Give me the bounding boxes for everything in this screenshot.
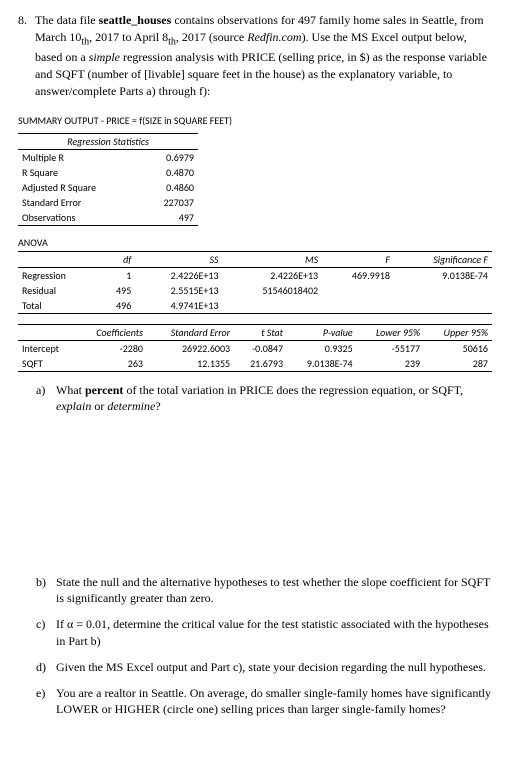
anova-table: df SS MS F Significance F Regression 1 2… xyxy=(18,251,492,314)
table-row: SQFT 263 12.1355 21.6793 9.0138E-74 239 … xyxy=(18,356,492,372)
reg-stats-header: Regression Statistics xyxy=(18,133,198,149)
table-row: Standard Error227037 xyxy=(18,195,198,210)
table-row: Residual 495 2.5515E+13 51546018402 xyxy=(18,283,492,298)
table-row: R Square0.4870 xyxy=(18,165,198,180)
anova-title: ANOVA xyxy=(18,236,492,249)
table-row: Intercept -2280 26922.6003 -0.0847 0.932… xyxy=(18,340,492,356)
table-row: Regression 1 2.4226E+13 2.4226E+13 469.9… xyxy=(18,267,492,283)
answer-space xyxy=(18,424,492,564)
dataset-name: seattle_houses xyxy=(99,13,172,27)
regression-statistics-table: Regression Statistics Multiple R0.6979 R… xyxy=(18,133,198,226)
table-row: Total 496 4.9741E+13 xyxy=(18,298,492,314)
part-d: d) Given the MS Excel output and Part c)… xyxy=(36,659,492,675)
question-number: 8. xyxy=(18,12,27,100)
part-b: b) State the null and the alternative hy… xyxy=(36,574,492,606)
part-c: c) If α = 0.01, determine the critical v… xyxy=(36,616,492,648)
question-body: The data file seattle_houses contains ob… xyxy=(35,12,492,100)
part-e: e) You are a realtor in Seattle. On aver… xyxy=(36,685,492,717)
table-row: Adjusted R Square0.4860 xyxy=(18,180,198,195)
question-text: 8. The data file seattle_houses contains… xyxy=(18,12,492,100)
summary-title: SUMMARY OUTPUT - PRICE = f(SIZE in SQUAR… xyxy=(18,114,492,127)
source-name: Redfin.com xyxy=(247,30,301,44)
part-a: a) What percent of the total variation i… xyxy=(36,382,492,414)
table-row: Multiple R0.6979 xyxy=(18,149,198,165)
coefficients-table: Coefficients Standard Error t Stat P-val… xyxy=(18,324,492,372)
table-row: Observations497 xyxy=(18,210,198,226)
